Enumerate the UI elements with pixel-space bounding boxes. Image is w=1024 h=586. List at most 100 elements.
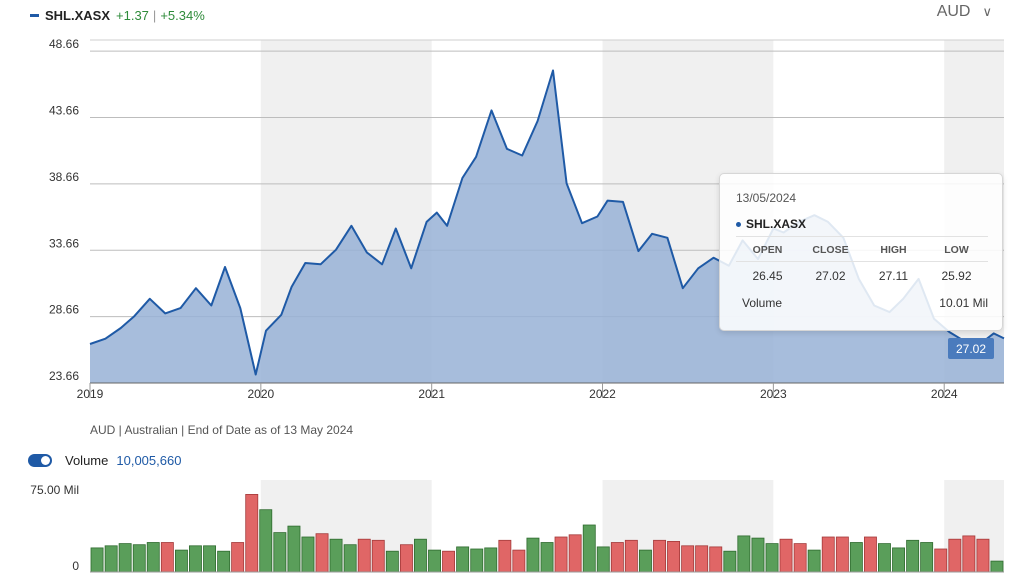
tooltip-header-close: CLOSE xyxy=(812,244,849,256)
volume-bar xyxy=(512,549,526,573)
volume-bar xyxy=(456,546,470,573)
separator: | xyxy=(152,7,157,23)
volume-bar xyxy=(667,541,681,573)
volume-bar xyxy=(639,549,652,573)
volume-bar xyxy=(132,544,146,573)
chart-footnote: AUD | Australian | End of Date as of 13 … xyxy=(90,423,354,437)
volume-bar xyxy=(385,550,399,573)
volume-bar xyxy=(399,544,413,573)
price-tooltip: 13/05/2024 SHL.XASX OPEN CLOSE HIGH LOW … xyxy=(719,173,1003,331)
volume-bar xyxy=(962,535,976,573)
volume-bar xyxy=(357,538,371,573)
tooltip-volume-value: 10.01 Mil xyxy=(939,296,988,310)
volume-bar xyxy=(582,524,596,573)
x-tick-label: 2020 xyxy=(247,387,274,401)
volume-bar xyxy=(90,547,104,573)
volume-bar xyxy=(878,543,891,573)
volume-value: 10,005,660 xyxy=(116,453,182,468)
volume-bar xyxy=(948,538,962,573)
y-tick-labels: 48.66 43.66 38.66 33.66 28.66 23.66 xyxy=(49,37,79,383)
volume-bar xyxy=(413,538,427,573)
volume-bar xyxy=(245,493,259,573)
volume-bar xyxy=(624,539,638,573)
volume-toggle[interactable] xyxy=(28,454,52,467)
volume-bar xyxy=(104,545,118,573)
volume-bar xyxy=(217,550,231,573)
volume-chart[interactable]: 75.00 Mil 0 xyxy=(0,480,1024,586)
volume-bars xyxy=(90,493,1004,573)
tooltip-high-value: 27.11 xyxy=(878,269,909,283)
volume-y-tick-label: 75.00 Mil xyxy=(30,483,79,497)
x-tick-label: 2023 xyxy=(760,387,787,401)
volume-bar xyxy=(681,545,695,573)
toggle-knob xyxy=(41,456,50,465)
volume-bar xyxy=(118,543,132,573)
volume-bar xyxy=(765,543,779,573)
tooltip-close-value: 27.02 xyxy=(815,269,846,283)
volume-bar xyxy=(484,547,498,573)
volume-bar xyxy=(231,542,245,573)
volume-bar xyxy=(160,542,174,573)
volume-bar xyxy=(934,548,948,573)
last-price-badge: 27.02 xyxy=(948,338,994,359)
volume-bar xyxy=(737,535,751,573)
volume-bar xyxy=(554,536,568,573)
volume-bar xyxy=(610,542,624,573)
volume-bar xyxy=(287,525,301,573)
volume-bar xyxy=(188,545,202,573)
tooltip-symbol-label: SHL.XASX xyxy=(746,217,807,231)
tooltip-divider xyxy=(736,236,988,237)
volume-label: Volume xyxy=(65,453,109,468)
volume-y-tick-labels: 75.00 Mil 0 xyxy=(30,483,79,573)
volume-bar xyxy=(892,547,906,573)
y-tick-label: 33.66 xyxy=(49,236,79,250)
volume-bar xyxy=(779,538,793,573)
currency-selector[interactable]: AUD ∨ xyxy=(937,3,992,21)
volume-bar xyxy=(301,536,315,573)
volume-bar xyxy=(653,539,667,573)
currency-label: AUD xyxy=(936,3,971,20)
tooltip-volume-label: Volume xyxy=(742,296,783,310)
tooltip-header-high: HIGH xyxy=(880,244,907,256)
volume-bar xyxy=(835,536,849,573)
volume-bar xyxy=(540,542,554,573)
volume-bar xyxy=(920,542,934,573)
volume-bar xyxy=(596,546,610,573)
volume-bar xyxy=(751,537,765,573)
volume-bar xyxy=(174,549,188,573)
volume-bar xyxy=(976,538,990,573)
volume-bar xyxy=(329,538,343,573)
volume-bar xyxy=(568,534,582,573)
chevron-down-icon: ∨ xyxy=(982,4,992,19)
tooltip-values: 26.45 27.02 27.11 25.92 xyxy=(736,269,988,283)
tooltip-low-value: 25.92 xyxy=(941,269,972,283)
tooltip-headers: OPEN CLOSE HIGH LOW xyxy=(736,244,988,256)
volume-bar xyxy=(807,549,821,573)
volume-bar xyxy=(864,536,877,573)
volume-bar xyxy=(526,537,540,573)
volume-bar xyxy=(695,545,709,573)
chart-legend: SHL.XASX +1.37 | +5.34% xyxy=(30,6,205,24)
series-swatch xyxy=(30,13,39,17)
tooltip-symbol: SHL.XASX xyxy=(736,217,806,231)
volume-bar xyxy=(990,560,1004,573)
volume-bar xyxy=(273,532,287,573)
volume-bar xyxy=(259,509,273,573)
price-change-percent: +5.34% xyxy=(160,7,205,23)
tooltip-open-value: 26.45 xyxy=(752,269,783,283)
tooltip-header-open: OPEN xyxy=(752,244,783,256)
volume-bar xyxy=(470,548,484,573)
y-tick-label: 38.66 xyxy=(49,170,79,184)
volume-bar xyxy=(821,536,835,573)
volume-bar xyxy=(709,546,723,573)
y-tick-label: 48.66 xyxy=(49,37,79,51)
x-tick-labels: 2019 2020 2021 2022 2023 2024 xyxy=(77,383,958,401)
volume-bar xyxy=(793,543,807,573)
y-tick-label: 28.66 xyxy=(49,303,79,317)
volume-bar xyxy=(723,550,737,573)
symbol-label: SHL.XASX xyxy=(45,7,111,23)
volume-bar xyxy=(146,542,160,573)
volume-bar xyxy=(498,539,512,573)
volume-bar xyxy=(442,550,456,573)
series-dot-icon xyxy=(736,221,741,227)
